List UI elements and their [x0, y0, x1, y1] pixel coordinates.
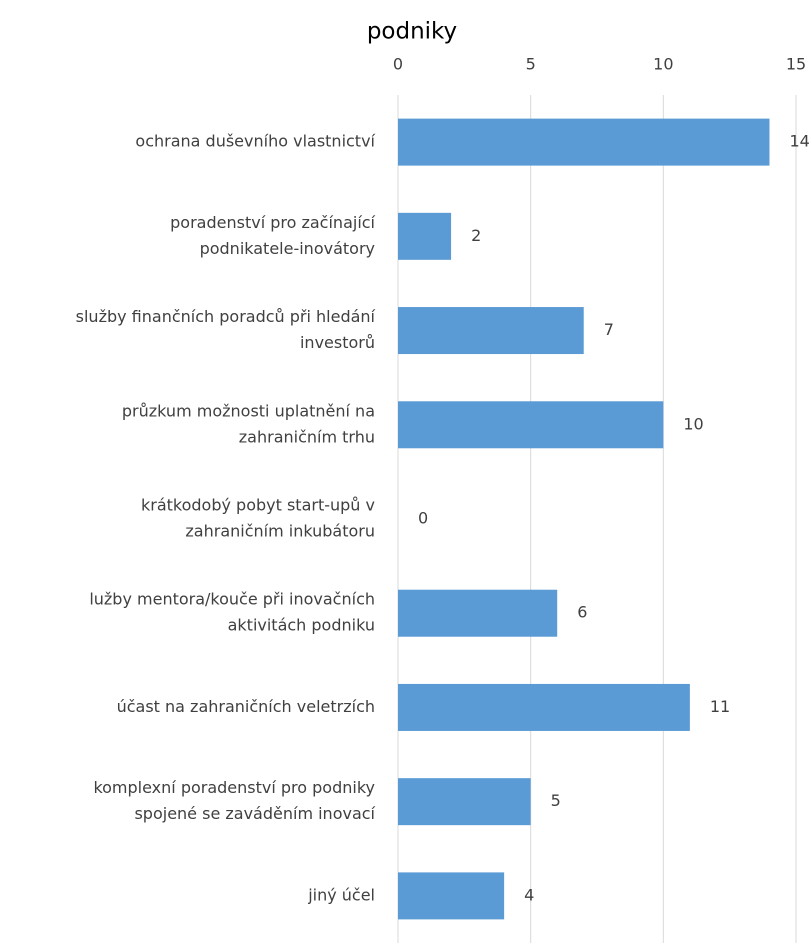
chart-title: podniky	[367, 19, 457, 45]
value-label: 10	[683, 414, 703, 433]
y-tick-label: zahraničním inkubátoru	[185, 522, 375, 541]
y-tick-label: zahraničním trhu	[239, 427, 375, 446]
value-label: 5	[551, 791, 561, 810]
y-tick-label: podnikatele-inovátory	[200, 239, 375, 258]
x-tick-label: 15	[786, 55, 806, 74]
x-tick-label: 10	[653, 55, 673, 74]
bar	[398, 683, 690, 731]
bar	[398, 872, 505, 920]
y-tick-label: spojené se zaváděním inovací	[134, 804, 375, 823]
bar	[398, 212, 452, 260]
y-tick-label: aktivitách podniku	[228, 616, 375, 635]
y-tick-label: lužby mentora/kouče při inovačních	[89, 590, 375, 609]
value-label: 14	[789, 132, 809, 151]
bar	[398, 118, 770, 166]
value-label: 0	[418, 509, 428, 528]
y-tick-label: komplexní poradenství pro podniky	[93, 778, 375, 797]
y-tick-label: poradenství pro začínající	[170, 213, 375, 232]
y-tick-label: služby finančních poradců při hledání	[76, 307, 376, 326]
y-tick-label: krátkodobý pobyt start-upů v	[141, 496, 375, 515]
bar	[398, 778, 531, 826]
value-label: 4	[524, 885, 534, 904]
x-tick-label: 0	[393, 55, 403, 74]
y-tick-label: ochrana duševního vlastnictví	[135, 132, 375, 151]
y-tick-label: účast na zahraničních veletrzích	[117, 697, 375, 716]
y-tick-label: jiný účel	[307, 885, 375, 904]
value-label: 11	[710, 697, 730, 716]
x-tick-label: 5	[526, 55, 536, 74]
value-label: 7	[604, 320, 614, 339]
y-tick-label: investorů	[300, 333, 375, 352]
bar	[398, 401, 664, 449]
value-label: 6	[577, 603, 587, 622]
y-tick-label: průzkum možnosti uplatnění na	[122, 401, 375, 420]
bar	[398, 307, 584, 355]
value-label: 2	[471, 226, 481, 245]
bar	[398, 589, 558, 637]
